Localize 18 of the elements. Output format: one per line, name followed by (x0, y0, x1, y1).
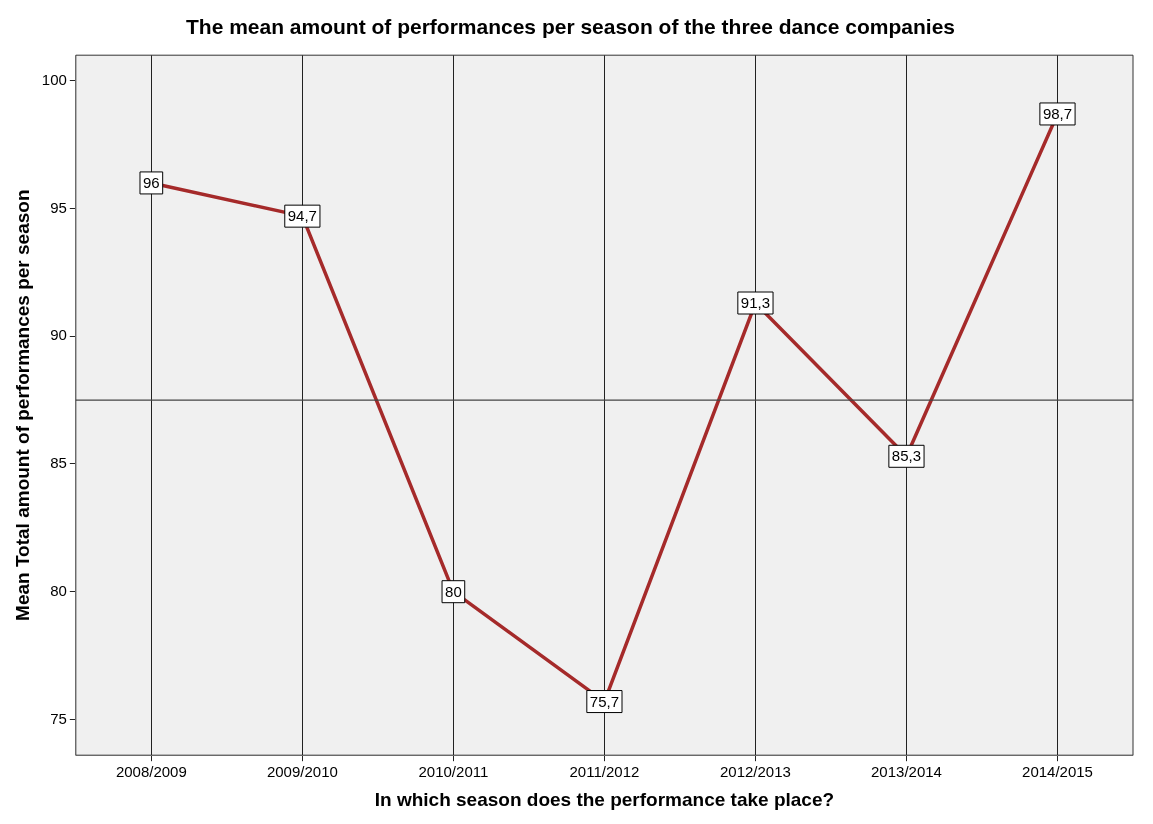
y-tick-label: 80 (50, 581, 67, 599)
y-tick-label: 95 (50, 198, 67, 216)
y-tick-label: 90 (50, 326, 67, 344)
x-tick-label: 2010/2011 (418, 763, 489, 781)
y-tick-label: 100 (41, 70, 67, 88)
chart-title: The mean amount of performances per season of the three dance companies (185, 15, 956, 39)
x-tick-label: 2014/2015 (1022, 763, 1093, 781)
x-tick-label: 2012/2013 (719, 763, 791, 781)
x-tick-label: 2008/2009 (115, 763, 187, 781)
data-label: 96 (143, 174, 160, 192)
x-tick-label: 2013/2014 (871, 763, 942, 781)
x-tick-label: 2009/2010 (266, 763, 338, 781)
x-tick-label: 2011/2012 (569, 763, 640, 781)
y-axis-title: Mean Total amount of performances per season (11, 189, 33, 621)
y-tick-label: 75 (50, 709, 67, 727)
y-tick-label: 85 (50, 454, 67, 472)
data-label: 80 (445, 582, 462, 600)
x-axis-title: In which season does the performance take place? (374, 788, 835, 810)
